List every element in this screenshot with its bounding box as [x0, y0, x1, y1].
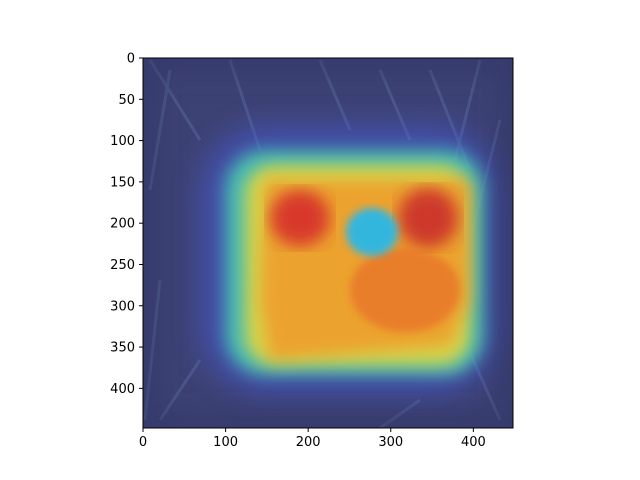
y-tick-label: 150: [110, 175, 135, 190]
x-tick-label: 400: [461, 435, 486, 450]
y-tick-label: 350: [110, 341, 135, 356]
y-tick-label: 50: [118, 93, 135, 108]
x-axis-ticks: 0 100 200 300 400: [139, 428, 486, 450]
y-tick-label: 100: [110, 134, 135, 149]
hot-spot-right: [398, 188, 458, 248]
x-tick-label: 0: [139, 435, 147, 450]
y-tick-label: 300: [110, 299, 135, 314]
y-tick-label: 400: [110, 382, 135, 397]
x-tick-label: 200: [296, 435, 321, 450]
bird-body: [350, 248, 460, 332]
bird-head: [346, 208, 398, 256]
y-tick-label: 250: [110, 258, 135, 273]
y-tick-label: 200: [110, 217, 135, 232]
x-tick-label: 100: [213, 435, 238, 450]
y-axis-ticks: 0 50 100 150 200 250 300 350 400: [110, 52, 143, 397]
heatmap-image: [143, 58, 513, 428]
x-tick-label: 300: [378, 435, 403, 450]
axes-frame: [142, 57, 514, 429]
y-tick-label: 0: [127, 52, 135, 67]
hot-spot-left: [270, 190, 330, 246]
